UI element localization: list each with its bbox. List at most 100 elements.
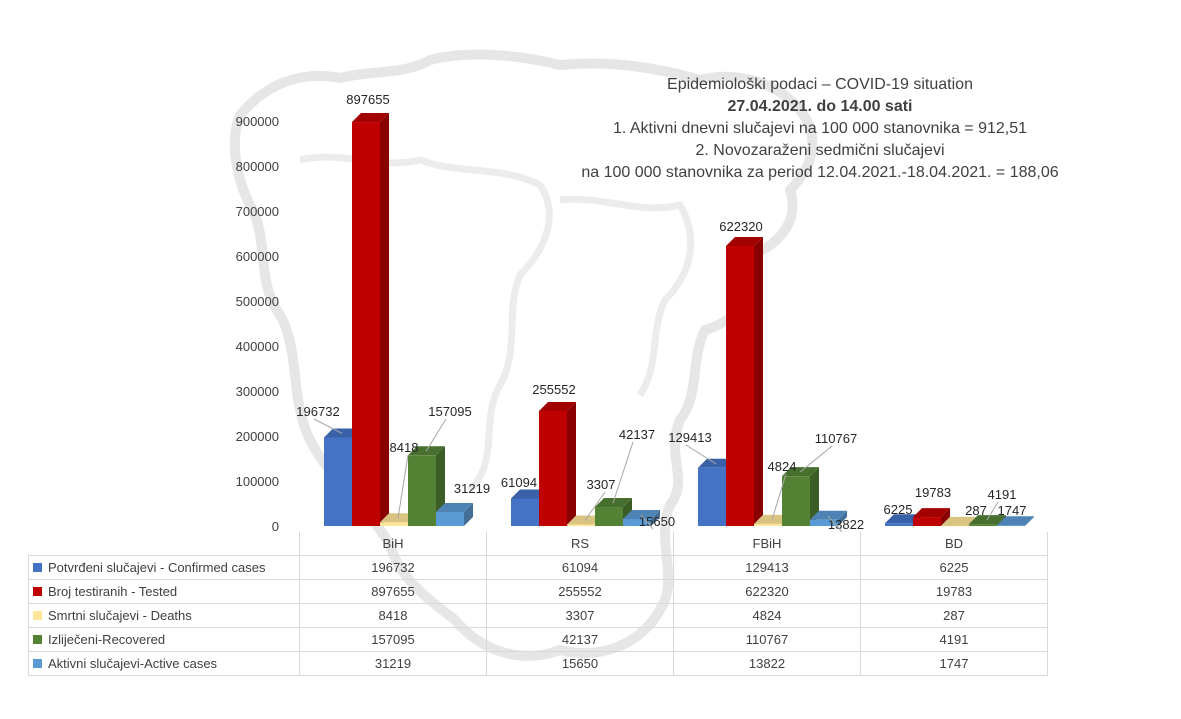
y-axis: 0 100000 200000 300000 400000 500000 600000 700…	[236, 114, 279, 534]
bar-side	[754, 236, 763, 526]
bar-top	[539, 402, 576, 412]
title-line-5: na 100 000 stanovnika za period 12.04.20…	[581, 164, 1059, 181]
y-tick-label: 0	[272, 519, 279, 534]
legend-entry: Smrtni slučajevi - Deaths	[28, 603, 300, 628]
bar-front	[885, 523, 913, 526]
bar-top	[885, 514, 922, 524]
data-label: 622320	[719, 219, 762, 234]
bar-front	[997, 525, 1025, 526]
bar-side	[380, 113, 389, 527]
table-cell: 4824	[673, 603, 861, 628]
data-label: 8418	[390, 440, 419, 455]
bar-front	[352, 122, 380, 527]
title-line-2: 27.04.2021. do 14.00 sati	[727, 98, 913, 115]
leader-line	[425, 418, 447, 452]
bar-front	[324, 437, 352, 526]
data-label: 255552	[532, 382, 575, 397]
bar-side	[1025, 516, 1034, 526]
table-cell: 3307	[486, 603, 674, 628]
leader-line	[313, 418, 343, 434]
title-line-4: 2. Novozaraženi sedmični slučajevi	[695, 142, 945, 159]
data-label: 6225	[884, 502, 913, 517]
leader-line	[771, 473, 787, 520]
bar-RS-0	[511, 489, 548, 526]
series-name: Smrtni slučajevi - Deaths	[48, 608, 192, 623]
y-tick-label: 900000	[236, 114, 279, 129]
y-tick-label: 200000	[236, 429, 279, 444]
data-label: 13822	[828, 517, 864, 532]
data-label: 15650	[639, 514, 675, 529]
legend-entry: Izliječeni-Recovered	[28, 627, 300, 652]
legend-entry: Potvrđeni slučajevi - Confirmed cases	[28, 555, 300, 580]
data-label: 4824	[768, 459, 797, 474]
data-table-corner	[29, 532, 300, 556]
table-cell: 8418	[299, 603, 487, 628]
title-line-1: Epidemiološki podaci – COVID-19 situatio…	[667, 76, 973, 93]
bar-front	[511, 498, 539, 526]
table-cell: 1747	[860, 651, 1048, 676]
data-label: 31219	[454, 481, 490, 496]
table-cell: 42137	[486, 627, 674, 652]
data-label: 61094	[501, 475, 537, 490]
bar-top	[511, 489, 548, 499]
table-cell: 129413	[673, 555, 861, 580]
bar-BD-1	[913, 508, 950, 526]
bar-top	[352, 113, 389, 123]
leader-line	[685, 444, 717, 465]
data-label: 110767	[815, 431, 857, 446]
bar-front	[941, 525, 969, 527]
bar-front	[969, 524, 997, 526]
table-cell: 61094	[486, 555, 674, 580]
table-row: Smrtni slučajevi - Deaths 8418 3307 4824…	[28, 603, 1048, 628]
bar-front	[595, 507, 623, 526]
bar-top	[997, 516, 1034, 526]
data-label: 3307	[587, 477, 616, 492]
bar-top	[941, 516, 978, 526]
y-tick-label: 300000	[236, 384, 279, 399]
table-cell: 6225	[860, 555, 1048, 580]
table-cell: 196732	[299, 555, 487, 580]
legend-key	[33, 587, 42, 597]
bar-front	[539, 411, 567, 526]
data-table: BiH RS FBiH BD Potvrđeni slučajevi - Con…	[28, 532, 1048, 676]
bar-front	[810, 519, 838, 526]
table-row: Broj testiranih - Tested 897655 255552 6…	[28, 579, 1048, 604]
legend-key	[33, 659, 42, 669]
table-cell: 4191	[860, 627, 1048, 652]
table-cell: 157095	[299, 627, 487, 652]
table-row: Aktivni slučajevi-Active cases 31219 156…	[28, 651, 1048, 676]
bar-front	[698, 467, 726, 526]
bar-top	[726, 236, 763, 246]
table-cell: 31219	[299, 651, 487, 676]
bar-side	[810, 467, 819, 526]
bar-side	[651, 509, 660, 526]
category-label: RS	[486, 532, 674, 556]
bar-RS-1	[539, 402, 576, 526]
table-cell: 622320	[673, 579, 861, 604]
bar-front	[623, 518, 651, 526]
y-tick-label: 500000	[236, 294, 279, 309]
bar-top	[436, 502, 473, 512]
legend-entry: Broj testiranih - Tested	[28, 579, 300, 604]
bar-side	[567, 402, 576, 526]
data-label: 196732	[296, 404, 339, 419]
table-cell: 287	[860, 603, 1048, 628]
table-cell: 19783	[860, 579, 1048, 604]
leader-line	[640, 514, 654, 530]
data-label: 1747	[998, 503, 1027, 518]
table-cell: 897655	[299, 579, 487, 604]
series-name: Aktivni slučajevi-Active cases	[48, 656, 218, 671]
leader-line	[799, 445, 833, 473]
series-name: Izliječeni-Recovered	[48, 632, 166, 647]
bar-front	[436, 511, 464, 526]
leader-line	[397, 454, 409, 519]
leader-line	[986, 501, 999, 521]
data-label: 19783	[915, 485, 951, 500]
leader-line	[584, 491, 606, 521]
y-tick-label: 700000	[236, 204, 279, 219]
bar-side	[464, 502, 473, 526]
bar-side	[838, 510, 847, 526]
chart-title: Epidemiološki podaci – COVID-19 situatio…	[540, 74, 1100, 184]
table-cell: 110767	[673, 627, 861, 652]
